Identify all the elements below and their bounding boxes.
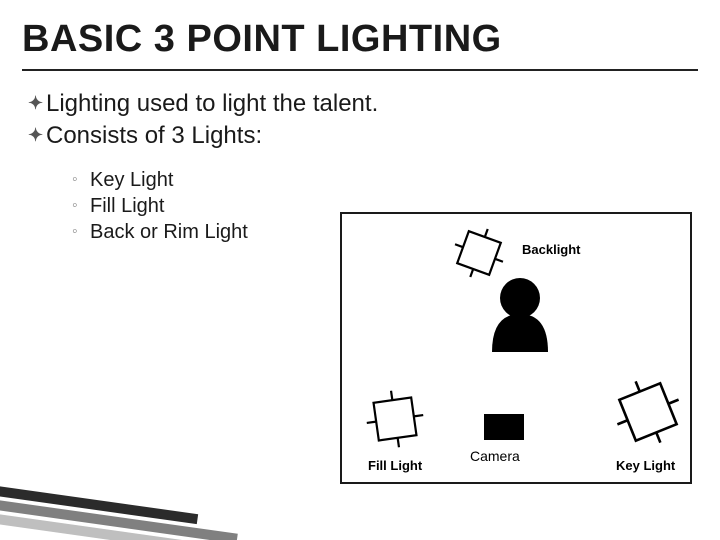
label-backlight: Backlight [522,242,581,257]
sub-bullet-text: Fill Light [90,193,164,219]
label-key-light: Key Light [616,458,675,473]
sub-bullet-icon: ◦ [72,167,90,193]
bullet-item: ✦ Lighting used to light the talent. [28,89,698,119]
sub-bullet-text: Key Light [90,167,173,193]
sub-bullet-item: ◦ Key Light [72,167,698,193]
bullet-icon: ✦ [28,121,46,149]
label-fill-light: Fill Light [368,458,422,473]
slide-title: BASIC 3 POINT LIGHTING [0,0,720,67]
label-camera: Camera [470,448,520,464]
bullet-item: ✦ Consists of 3 Lights: [28,121,698,151]
bullet-text: Consists of 3 Lights: [46,121,262,151]
bullet-icon: ✦ [28,89,46,117]
bullet-text: Lighting used to light the talent. [46,89,378,119]
sub-bullet-icon: ◦ [72,193,90,219]
diagram-svg [342,214,694,486]
slide: BASIC 3 POINT LIGHTING ✦ Lighting used t… [0,0,720,540]
sub-bullet-text: Back or Rim Light [90,219,248,245]
sub-bullet-icon: ◦ [72,219,90,245]
lighting-diagram: Backlight Fill Light Camera Key Light [340,212,692,484]
